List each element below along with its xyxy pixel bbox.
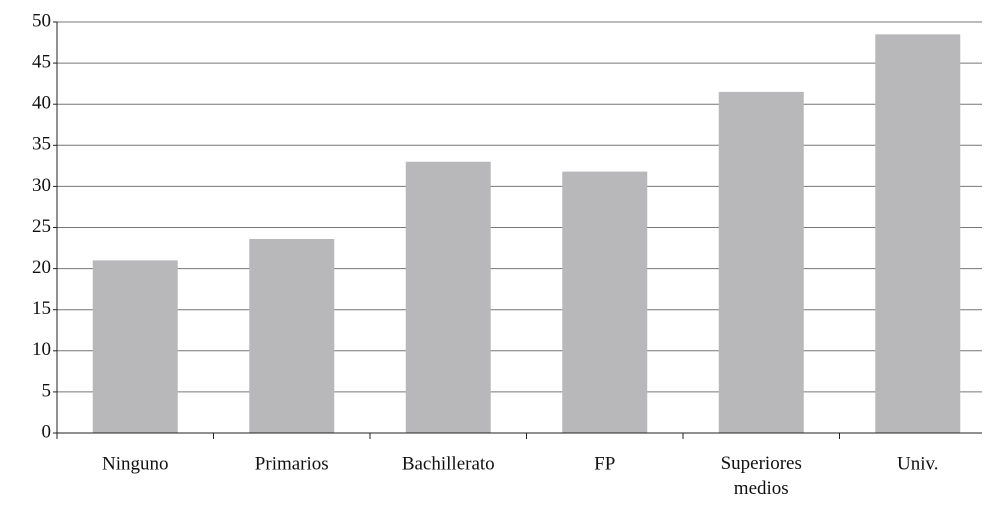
y-tick-label: 0 [42,421,52,442]
x-tick-label: Primarios [255,453,329,474]
x-tick-label: Superiores medios [721,453,802,499]
x-tick-label: Bachillerato [402,453,495,474]
bar [562,171,648,433]
y-tick-label: 15 [32,298,51,319]
x-tick-label: FP [594,453,615,474]
y-tick-label: 35 [32,134,51,155]
y-tick-label: 25 [32,216,51,237]
bar [405,161,491,434]
x-tick-label: Ninguno [102,453,169,474]
x-tick-label: Univ. [897,453,939,474]
y-tick-label: 5 [42,380,52,401]
bar [92,260,178,433]
y-tick-label: 20 [32,257,51,278]
y-tick-label: 30 [32,175,51,196]
y-tick-label: 10 [32,339,51,360]
y-tick-label: 40 [32,93,51,114]
y-tick-label: 45 [32,51,51,72]
bar [718,91,804,434]
y-tick-label: 50 [32,10,51,31]
bar [875,34,961,434]
bar [249,239,335,433]
